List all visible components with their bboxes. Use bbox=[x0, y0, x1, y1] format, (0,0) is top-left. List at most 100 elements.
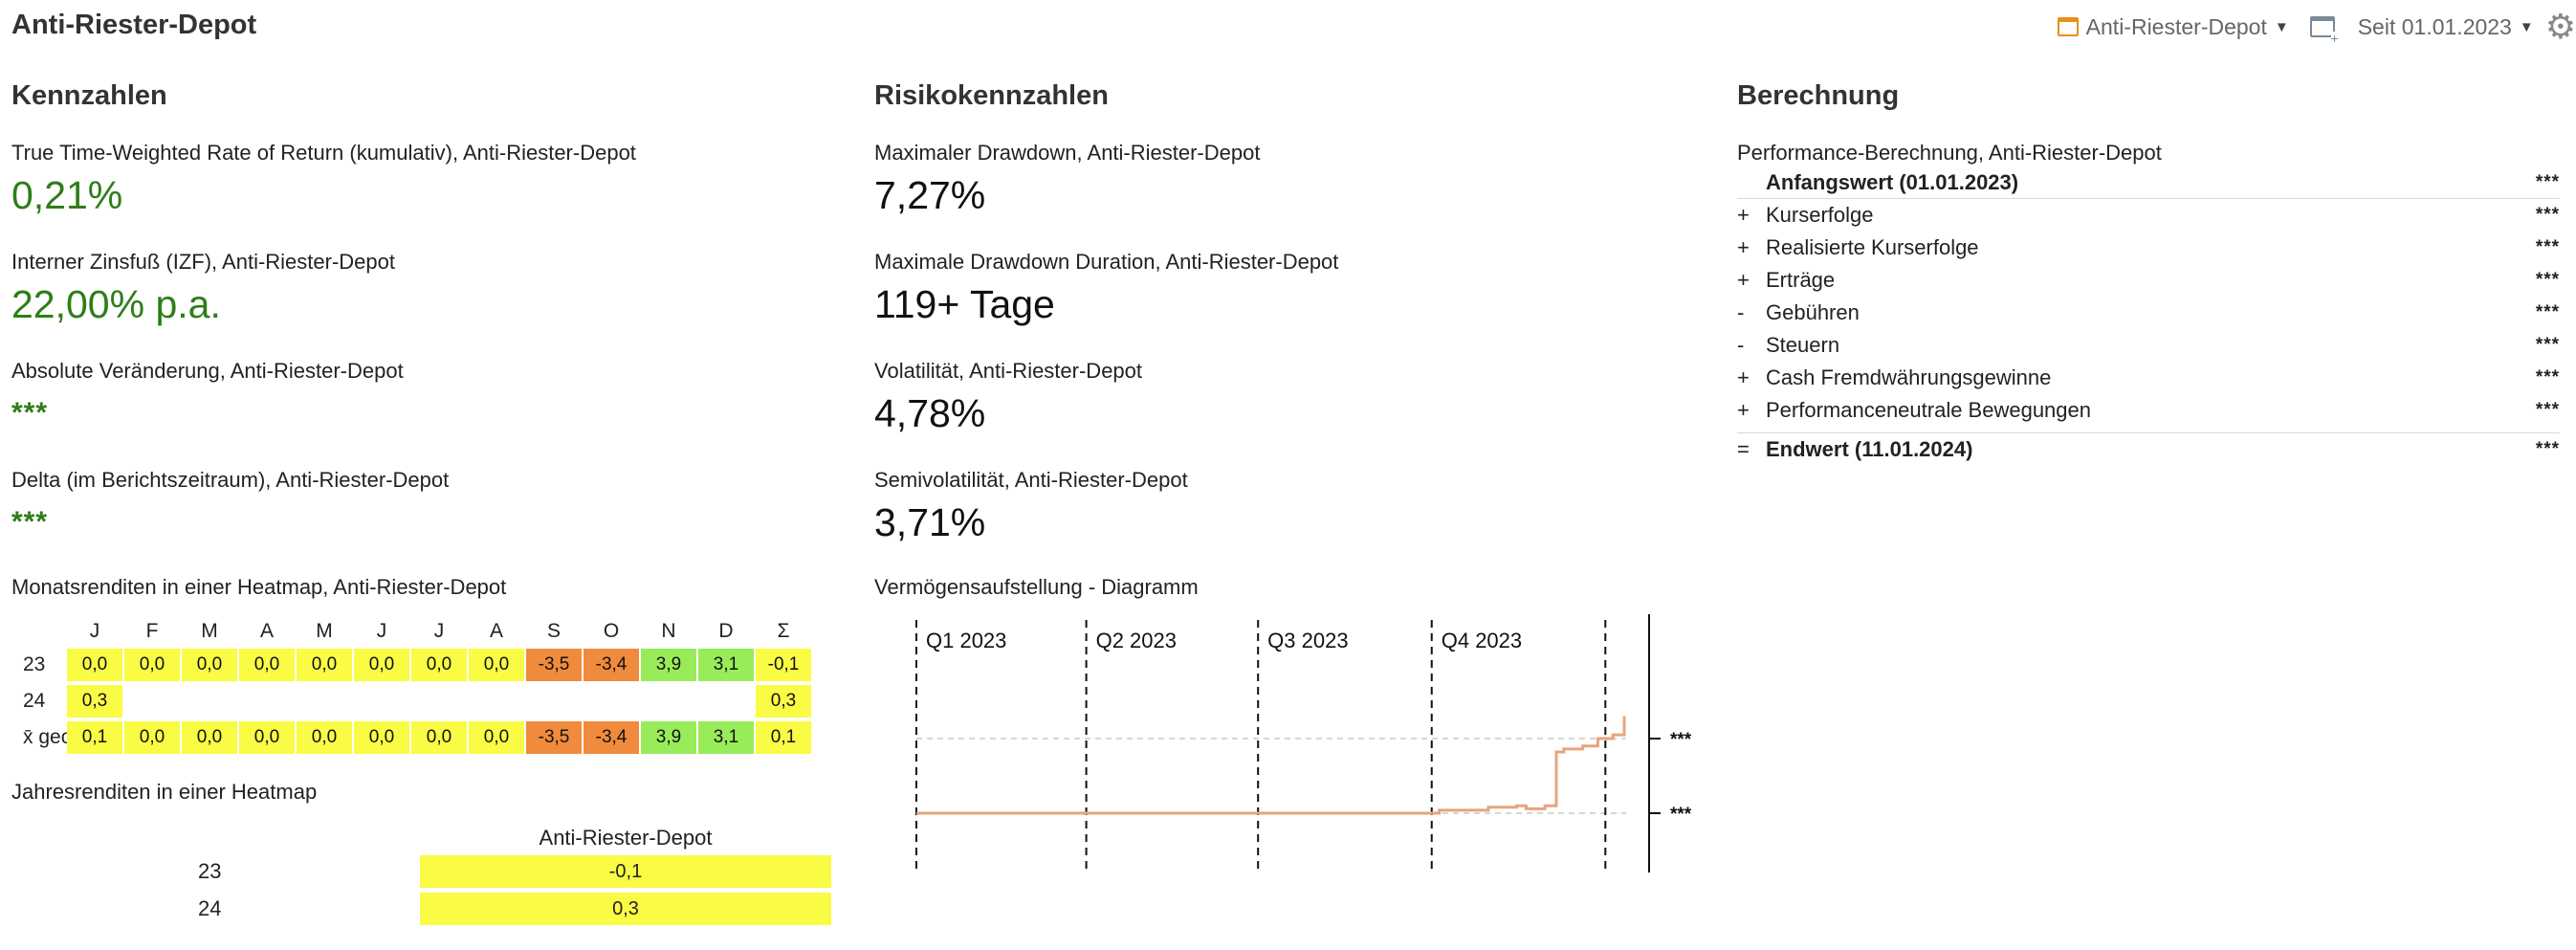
monthly-heatmap-label: Monatsrenditen in einer Heatmap, Anti-Ri… bbox=[11, 575, 507, 599]
heatmap-cell: -3,5 bbox=[526, 721, 582, 754]
portfolio-icon bbox=[2057, 17, 2079, 36]
heatmap-cell: 0,0 bbox=[297, 649, 352, 681]
yearly-row-label: 23 bbox=[198, 859, 222, 883]
kennzahlen-panel: Kennzahlen True Time-Weighted Rate of Re… bbox=[11, 78, 834, 925]
calc-sign: + bbox=[1737, 268, 1750, 292]
chart-y-tick-label: *** bbox=[1670, 730, 1692, 750]
risiko-panel: Risikokennzahlen Maximaler Drawdown, Ant… bbox=[874, 78, 1706, 873]
calc-sign: - bbox=[1737, 300, 1745, 324]
chart-quarter-label: Q3 2023 bbox=[1267, 629, 1348, 652]
calc-sign: + bbox=[1737, 235, 1750, 259]
heatmap-cell: 0,0 bbox=[67, 649, 122, 681]
calc-value: *** bbox=[2535, 367, 2560, 387]
heatmap-cell: 0,0 bbox=[469, 721, 524, 754]
calc-sign: + bbox=[1737, 203, 1750, 227]
heatmap-cell: 0,0 bbox=[239, 721, 295, 754]
calc-value: *** bbox=[2535, 237, 2560, 257]
calc-row: + Cash Fremdwährungsgewinne *** bbox=[1737, 362, 2560, 394]
heatmap-month-header: J bbox=[376, 620, 387, 642]
risiko-title: Risikokennzahlen bbox=[874, 80, 1109, 111]
start-value-amount: *** bbox=[2535, 172, 2560, 192]
heatmap-cell: 0,0 bbox=[182, 721, 237, 754]
portfolio-selector[interactable]: Anti-Riester-Depot ▼ bbox=[2057, 13, 2289, 40]
heatmap-month-header: D bbox=[718, 620, 734, 642]
heatmap-cell: 3,1 bbox=[698, 649, 754, 681]
gear-icon[interactable]: ⚙ bbox=[2544, 7, 2576, 46]
calc-value: *** bbox=[2535, 270, 2560, 290]
heatmap-cell: 0,0 bbox=[411, 649, 467, 681]
chart-series-line bbox=[916, 716, 1626, 815]
calc-value: *** bbox=[2535, 205, 2560, 225]
calc-label: Steuern bbox=[1766, 333, 1840, 357]
heatmap-month-header: J bbox=[89, 620, 100, 642]
header-toolbar: Anti-Riester-Depot ▼ Seit 01.01.2023 ▼ ⚙ bbox=[2057, 7, 2576, 46]
volatility-label: Volatilität, Anti-Riester-Depot bbox=[874, 359, 1143, 383]
calc-value: *** bbox=[2535, 335, 2560, 355]
abs-change-value: *** bbox=[11, 397, 49, 429]
heatmap-cell: 0,0 bbox=[354, 649, 409, 681]
heatmap-month-header: A bbox=[259, 620, 274, 642]
calc-label: Cash Fremdwährungsgewinne bbox=[1766, 365, 2052, 389]
period-selector[interactable]: Seit 01.01.2023 ▼ bbox=[2358, 14, 2534, 40]
calc-items: + Kurserfolge *** + Realisierte Kurserfolge *… bbox=[1737, 199, 2560, 427]
calc-row: - Gebühren *** bbox=[1737, 297, 2560, 329]
heatmap-month-header: F bbox=[145, 620, 159, 642]
volatility-value: 4,78% bbox=[874, 391, 986, 435]
berechnung-caption: Performance-Berechnung, Anti-Riester-Dep… bbox=[1737, 141, 2162, 165]
calc-label: Gebühren bbox=[1766, 300, 1860, 324]
heatmap-cell: 0,0 bbox=[354, 721, 409, 754]
end-value-sign: = bbox=[1737, 437, 1750, 461]
end-value-row: = Endwert (11.01.2024) *** bbox=[1737, 432, 2560, 465]
max-drawdown-label: Maximaler Drawdown, Anti-Riester-Depot bbox=[874, 141, 1261, 165]
izf-value: 22,00% p.a. bbox=[11, 282, 221, 326]
asset-chart-label: Vermögensaufstellung - Diagramm bbox=[874, 575, 1199, 599]
chart-quarter-label: Q2 2023 bbox=[1096, 629, 1177, 652]
heatmap-cell: -3,4 bbox=[583, 721, 639, 754]
heatmap-row-label: 24 bbox=[23, 690, 46, 712]
ttwror-value: 0,21% bbox=[11, 173, 123, 217]
heatmap-row-label: 23 bbox=[23, 653, 46, 675]
heatmap-cell: 0,0 bbox=[297, 721, 352, 754]
chevron-down-icon: ▼ bbox=[2519, 18, 2534, 35]
calc-row: + Realisierte Kurserfolge *** bbox=[1737, 232, 2560, 264]
berechnung-title: Berechnung bbox=[1737, 80, 1900, 111]
heatmap-cell: 0,0 bbox=[239, 649, 295, 681]
heatmap-month-header: J bbox=[433, 620, 445, 642]
max-drawdown-duration-value: 119+ Tage bbox=[874, 282, 1055, 326]
heatmap-cell: 0,0 bbox=[411, 721, 467, 754]
start-value-row: Anfangswert (01.01.2023) *** bbox=[1737, 166, 2560, 199]
yearly-cell: 0,3 bbox=[420, 893, 831, 925]
yearly-heatmap-label: Jahresrenditen in einer Heatmap bbox=[11, 780, 318, 804]
heatmap-cell: 0,0 bbox=[124, 649, 180, 681]
calc-row: - Steuern *** bbox=[1737, 329, 2560, 362]
heatmap-cell: 0,0 bbox=[182, 649, 237, 681]
heatmap-cell: -3,5 bbox=[526, 649, 582, 681]
yearly-row-label: 24 bbox=[198, 896, 222, 920]
delta-label: Delta (im Berichtszeitraum), Anti-Rieste… bbox=[11, 468, 450, 492]
chart-y-tick-label: *** bbox=[1670, 805, 1692, 825]
ttwror-label: True Time-Weighted Rate of Return (kumul… bbox=[11, 141, 636, 165]
delta-value: *** bbox=[11, 506, 49, 538]
calc-value: *** bbox=[2535, 302, 2560, 322]
berechnung-panel: Berechnung Performance-Berechnung, Anti-… bbox=[1737, 78, 2560, 465]
end-value-amount: *** bbox=[2535, 439, 2560, 459]
heatmap-cell: 0,1 bbox=[756, 721, 811, 754]
new-window-icon[interactable] bbox=[2309, 16, 2339, 45]
heatmap-month-header: M bbox=[201, 620, 218, 642]
calc-label: Kurserfolge bbox=[1766, 203, 1874, 227]
max-drawdown-value: 7,27% bbox=[874, 173, 986, 217]
end-value-label: Endwert (11.01.2024) bbox=[1766, 437, 1973, 461]
calc-row: + Kurserfolge *** bbox=[1737, 199, 2560, 232]
max-drawdown-duration-label: Maximale Drawdown Duration, Anti-Riester… bbox=[874, 250, 1339, 274]
heatmap-cell: 0,3 bbox=[756, 685, 811, 718]
semivolatility-value: 3,71% bbox=[874, 500, 986, 544]
portfolio-selector-label: Anti-Riester-Depot bbox=[2085, 13, 2267, 39]
heatmap-cell: 0,0 bbox=[124, 721, 180, 754]
izf-label: Interner Zinsfuß (IZF), Anti-Riester-Dep… bbox=[11, 250, 395, 274]
calc-label: Erträge bbox=[1766, 268, 1836, 292]
calc-label: Performanceneutrale Bewegungen bbox=[1766, 398, 2092, 422]
calc-sign: + bbox=[1737, 398, 1750, 422]
heatmap-cell: 0,0 bbox=[469, 649, 524, 681]
heatmap-cell: 0,3 bbox=[67, 685, 122, 718]
heatmap-cell: 3,1 bbox=[698, 721, 754, 754]
